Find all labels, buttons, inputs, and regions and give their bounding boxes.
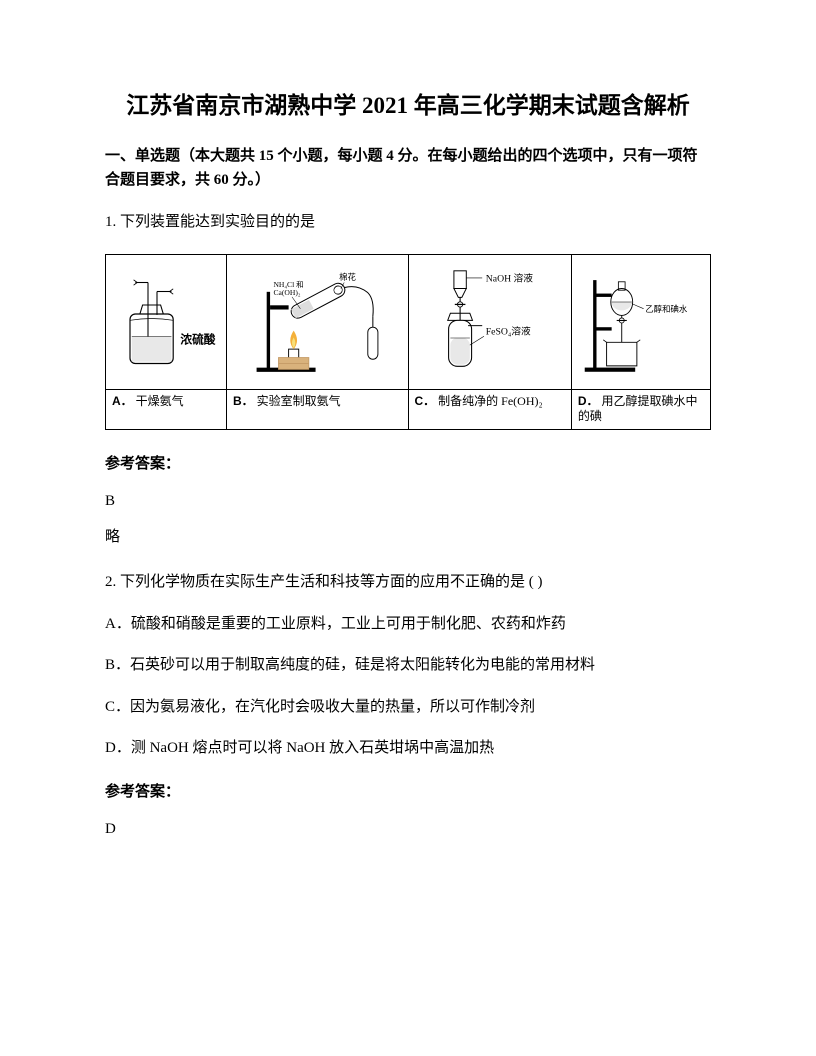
- q1-stem: 1. 下列装置能达到实验目的的是: [105, 210, 711, 236]
- label-reagent2: Ca(OH)₂: [273, 288, 300, 297]
- q1-explain: 略: [105, 525, 711, 551]
- question-1: 1. 下列装置能达到实验目的的是: [105, 210, 711, 550]
- q1-label-c: C．制备纯净的 Fe(OH)₂: [408, 389, 571, 429]
- q2-stem: 2. 下列化学物质在实际生产生活和科技等方面的应用不正确的是 ( ): [105, 570, 711, 596]
- q1-answer-label: 参考答案：: [105, 452, 711, 478]
- opt-text: 制备纯净的 Fe(OH)₂: [438, 394, 543, 408]
- q2-answer-label: 参考答案：: [105, 780, 711, 806]
- opt-text: 干燥氨气: [136, 394, 184, 408]
- q2-choice-d: D．测 NaOH 熔点时可以将 NaOH 放入石英坩埚中高温加热: [105, 736, 711, 762]
- q1-label-a: A．干燥氨气: [106, 389, 227, 429]
- q1-label-d: D．用乙醇提取碘水中的碘: [571, 389, 710, 429]
- q2-choice-c: C．因为氨易液化，在汽化时会吸收大量的热量，所以可作制冷剂: [105, 695, 711, 721]
- q1-label-b: B．实验室制取氨气: [227, 389, 409, 429]
- table-row: A．干燥氨气 B．实验室制取氨气 C．制备纯净的 Fe(OH)₂ D．用乙醇提取…: [106, 389, 711, 429]
- q1-answer: B: [105, 489, 711, 515]
- label-ethanol-iodine: 乙醇和碘水: [645, 304, 688, 314]
- q2-answer: D: [105, 817, 711, 843]
- q1-figure-b: NH₄Cl 和 Ca(OH)₂ 棉花: [227, 254, 409, 389]
- q2-choice-a: A．硫酸和硝酸是重要的工业原料，工业上可用于制化肥、农药和炸药: [105, 612, 711, 638]
- question-2: 2. 下列化学物质在实际生产生活和科技等方面的应用不正确的是 ( ) A．硫酸和…: [105, 570, 711, 843]
- q1-options-table: 浓硫酸: [105, 254, 711, 430]
- opt-letter: C．: [415, 394, 436, 408]
- label-cotton: 棉花: [339, 272, 356, 282]
- label-conc-h2so4: 浓硫酸: [180, 332, 215, 346]
- q2-choice-b: B．石英砂可以用于制取高纯度的硅，硅是将太阳能转化为电能的常用材料: [105, 653, 711, 679]
- table-row: 浓硫酸: [106, 254, 711, 389]
- label-naoh: NaOH 溶液: [485, 271, 533, 284]
- opt-text: 实验室制取氨气: [257, 394, 341, 408]
- label-feso4: FeSO₄溶液: [485, 324, 530, 337]
- q1-figure-c: NaOH 溶液 FeSO₄溶液: [408, 254, 571, 389]
- apparatus-c-icon: NaOH 溶液 FeSO₄溶液: [415, 259, 565, 387]
- opt-letter: A．: [112, 394, 133, 408]
- page-title: 江苏省南京市湖熟中学 2021 年高三化学期末试题含解析: [105, 90, 711, 122]
- q1-figure-d: 乙醇和碘水: [571, 254, 710, 389]
- apparatus-a-icon: 浓硫酸: [112, 259, 220, 387]
- q1-figure-a: 浓硫酸: [106, 254, 227, 389]
- opt-letter: D．: [578, 394, 599, 408]
- opt-letter: B．: [233, 394, 254, 408]
- section-header: 一、单选题（本大题共 15 个小题，每小题 4 分。在每小题给出的四个选项中，只…: [105, 144, 711, 192]
- apparatus-d-icon: 乙醇和碘水: [578, 259, 704, 387]
- apparatus-b-icon: NH₄Cl 和 Ca(OH)₂ 棉花: [233, 259, 402, 387]
